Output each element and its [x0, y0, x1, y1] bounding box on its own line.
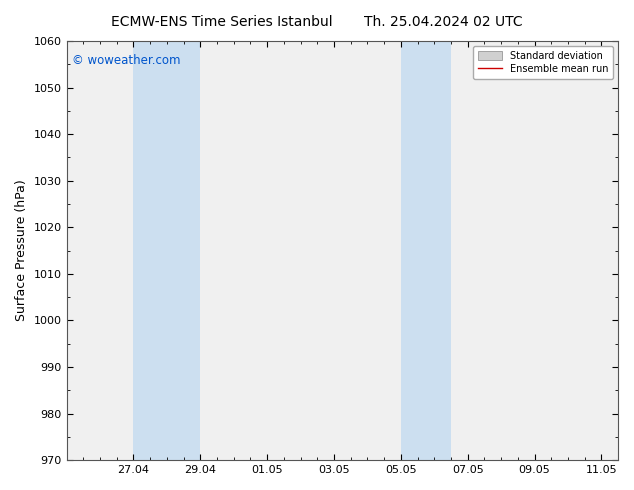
Text: ECMW-ENS Time Series Istanbul: ECMW-ENS Time Series Istanbul — [111, 15, 333, 29]
Y-axis label: Surface Pressure (hPa): Surface Pressure (hPa) — [15, 180, 28, 321]
Legend: Standard deviation, Ensemble mean run: Standard deviation, Ensemble mean run — [473, 46, 613, 78]
Bar — [401, 41, 418, 460]
Text: © woweather.com: © woweather.com — [72, 53, 181, 67]
Bar — [133, 41, 150, 460]
Bar — [418, 41, 451, 460]
Bar — [150, 41, 200, 460]
Text: Th. 25.04.2024 02 UTC: Th. 25.04.2024 02 UTC — [365, 15, 523, 29]
